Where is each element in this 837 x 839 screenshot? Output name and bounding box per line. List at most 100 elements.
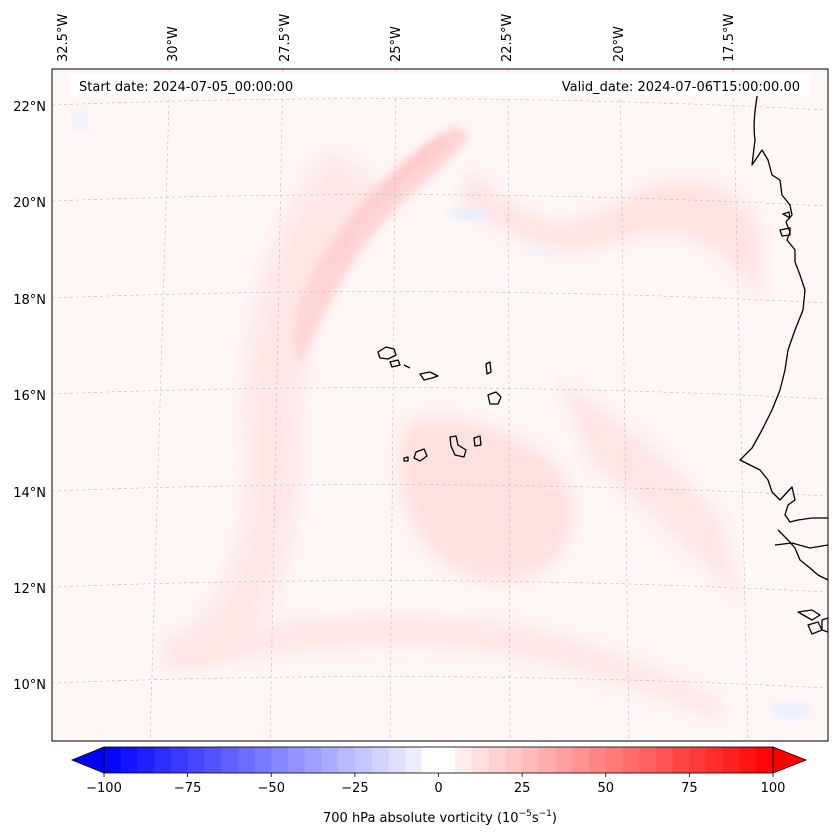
colorbar-segment: [120, 747, 139, 773]
lat-label: 18°N: [13, 293, 46, 308]
colorbar-segment: [354, 747, 373, 773]
vorticity-region-central: [398, 417, 575, 582]
colorbar-segment: [605, 747, 624, 773]
coastal-island: [782, 211, 791, 219]
colorbar-segment: [104, 747, 122, 773]
island-santiago: [449, 435, 467, 458]
colorbar-segment: [739, 747, 757, 773]
coastlines: [739, 74, 828, 635]
colorbar-segment: [655, 747, 674, 773]
meridian-line: [269, 69, 284, 741]
colorbar-tick-label: 25: [514, 781, 531, 796]
parallel-line: [52, 484, 828, 497]
colorbar-segment: [538, 747, 557, 773]
vorticity-field: [72, 110, 810, 720]
parallel-line: [52, 676, 828, 689]
colorbar-segment: [204, 747, 222, 773]
map-panel: Start date: 2024-07-05_00:00:00 Valid_da…: [51, 68, 829, 742]
island-sao-nicolau: [419, 371, 439, 381]
island-boa-vista: [487, 391, 502, 405]
colorbar-tick-label: −75: [174, 781, 201, 796]
colorbar-segment: [438, 747, 456, 773]
parallel-line: [52, 387, 828, 400]
colorbar-tick-label: −100: [86, 781, 122, 796]
meridian-line: [732, 69, 749, 741]
colorbar-segment: [756, 747, 774, 773]
island-santo-antao: [377, 346, 397, 360]
vorticity-arc-strong: [293, 125, 470, 365]
river-estuary: [774, 542, 828, 549]
island-brava: [403, 456, 409, 462]
lat-label: 16°N: [13, 389, 46, 404]
colorbar-segment: [154, 747, 172, 773]
island-maio: [473, 435, 482, 447]
colorbar-segment: [572, 747, 590, 773]
colorbar-segment: [271, 747, 289, 773]
colorbar-segment: [471, 747, 490, 773]
lon-label: 30°W: [166, 26, 181, 62]
meridian-line: [619, 69, 630, 741]
meridian-line: [389, 69, 397, 741]
colorbar-segment: [170, 747, 189, 773]
colorbar-segment: [237, 747, 256, 773]
lat-label: 20°N: [13, 196, 46, 211]
lon-label: 22.5°W: [500, 14, 515, 62]
parallel-line: [52, 291, 828, 304]
parallel-line: [52, 98, 828, 111]
colorbar-segment: [287, 747, 306, 773]
colorbar-segment: [405, 747, 423, 773]
meridian-line: [149, 69, 171, 741]
colorbar-segment: [371, 747, 389, 773]
lon-label: 32.5°W: [56, 14, 71, 62]
colorbar-label: 700 hPa absolute vorticity (10−5s−1): [323, 809, 557, 826]
lon-label: 25°W: [389, 26, 404, 62]
colorbar-extend-min: [70, 746, 105, 774]
negative-patch: [448, 208, 492, 220]
colorbar-ticks: −100 −75 −50 −25 0 25 50 75 100: [86, 773, 785, 796]
colorbar-tick-label: 75: [681, 781, 698, 796]
colorbar-tick-label: 100: [761, 781, 786, 796]
island-fogo: [413, 448, 428, 462]
latitude-labels: 22°N 20°N 18°N 16°N 14°N 12°N 10°N: [13, 100, 46, 693]
vorticity-arc-north: [460, 170, 760, 300]
colorbar-segments: [104, 747, 774, 773]
lon-label: 27.5°W: [278, 14, 293, 62]
colorbar-segment: [137, 747, 155, 773]
colorbar-segment: [555, 747, 573, 773]
parallel-line: [52, 580, 828, 593]
negative-patch: [72, 110, 88, 130]
map-frame: [51, 68, 829, 742]
lat-label: 12°N: [13, 582, 46, 597]
colorbar-segment: [589, 747, 607, 773]
start-date-label: Start date: 2024-07-05_00:00:00: [79, 80, 293, 95]
colorbar-tick-label: 50: [597, 781, 614, 796]
negative-patch: [526, 245, 554, 255]
colorbar-segment: [254, 747, 272, 773]
colorbar-segment: [338, 747, 356, 773]
vorticity-band-west: [160, 150, 390, 665]
island-santa-luzia: [403, 364, 411, 369]
colorbar-segment: [505, 747, 523, 773]
coastal-island: [779, 227, 791, 237]
header-backdrop: [70, 74, 810, 96]
lat-label: 14°N: [13, 486, 46, 501]
lon-label: 17.5°W: [722, 14, 737, 62]
vorticity-band-south: [160, 616, 720, 720]
colorbar-tick-label: −50: [258, 781, 285, 796]
vorticity-streak-east: [560, 380, 740, 600]
colorbar-segment: [706, 747, 724, 773]
negative-patch: [770, 700, 810, 720]
colorbar-segment: [622, 747, 640, 773]
colorbar-segment: [689, 747, 707, 773]
colorbar-segment: [421, 747, 440, 773]
colorbar-extend-max: [772, 746, 808, 774]
colorbar-segment: [639, 747, 657, 773]
colorbar-segment: [221, 747, 239, 773]
graticule: [52, 69, 828, 741]
bijagos-islands: [821, 617, 828, 633]
colorbar-tick-label: 0: [434, 781, 442, 796]
colorbar-segment: [304, 747, 323, 773]
lon-label: 20°W: [612, 26, 627, 62]
colorbar-segment: [321, 747, 339, 773]
